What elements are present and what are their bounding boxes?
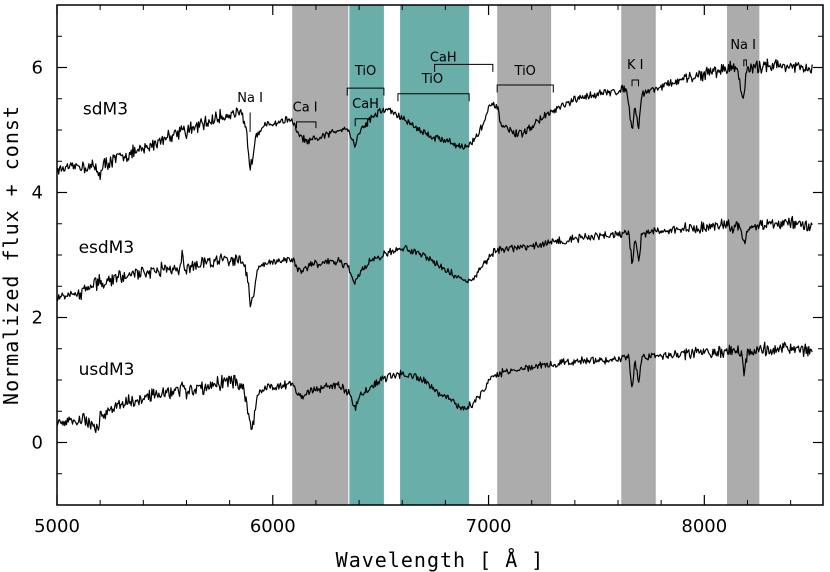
spectrum-esdM3 [56,215,813,308]
feature-label: Na I [730,38,756,53]
feature-label: TiO [514,64,536,79]
gray-band-1 [292,5,349,505]
feature-label: TiO [354,64,376,79]
y-tick-label: 2 [32,308,43,329]
feature-bracket [354,118,369,127]
spectrum-sdM3 [56,58,813,181]
feature-label: CaH [352,97,379,112]
y-tick-label: 6 [32,58,43,79]
gray-band-4 [726,5,760,505]
x-tick-label: 5000 [34,516,80,537]
tick-labels: 5000 6000 7000 8000 0 2 4 6 [32,58,728,538]
axis-ticks [56,4,823,506]
series-label-esdM3: esdM3 [79,238,135,258]
highlight-bands [292,5,760,505]
feature-bracket [296,121,317,129]
feature-label: Ca I [293,100,318,115]
series-label-usdM3: usdM3 [79,360,135,380]
x-tick-label: 7000 [466,516,512,537]
spectra-series: sdM3 esdM3 usdM3 [56,58,813,433]
spectrum-usdM3 [56,341,813,433]
teal-band-2 [400,5,470,505]
y-tick-label: 4 [32,183,43,204]
feature-bracket [346,87,385,96]
feature-label: K I [627,58,644,73]
gray-band-2 [497,5,552,505]
x-axis-title: Wavelength [ Å ] [336,548,545,572]
x-tick-label: 6000 [250,516,296,537]
series-label-sdM3: sdM3 [83,99,128,119]
feature-annotations: Na I Ca I TiO CaH CaH TiO TiO K I Na I [237,38,756,132]
feature-bracket [434,63,494,72]
y-axis-title: Normalized flux + const [0,105,23,405]
feature-bracket [397,93,470,102]
feature-bracket [631,79,640,87]
feature-label: TiO [421,72,443,87]
feature-label: Na I [237,91,263,106]
feature-bracket [743,59,747,67]
teal-band-1 [349,5,384,505]
x-tick-label: 8000 [681,516,727,537]
feature-bracket [496,84,554,93]
y-tick-label: 0 [32,433,43,454]
feature-label: CaH [430,50,457,65]
